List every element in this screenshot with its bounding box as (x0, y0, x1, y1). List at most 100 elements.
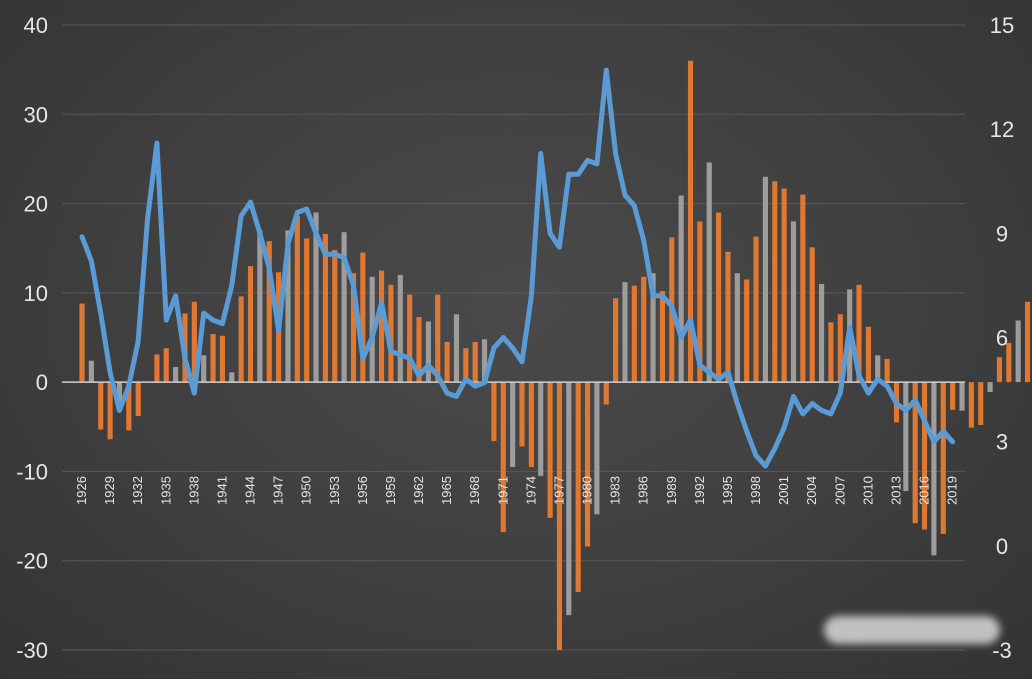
bar (210, 333, 216, 383)
x-tick-label: 1983 (608, 476, 623, 505)
line-series (79, 67, 956, 469)
bar (603, 382, 609, 405)
bar (687, 60, 694, 383)
bar (641, 276, 647, 383)
bar (781, 188, 787, 383)
bar (266, 241, 272, 383)
bar (706, 162, 712, 383)
bar (341, 232, 347, 383)
x-tick-label: 1971 (495, 476, 510, 505)
bar (322, 233, 328, 383)
bar (884, 358, 890, 383)
bar (472, 341, 478, 383)
x-tick-label: 1947 (271, 476, 286, 505)
x-tick-label: 2016 (917, 476, 932, 505)
bar (154, 354, 160, 383)
bar (481, 339, 488, 383)
bar (407, 294, 413, 383)
bar (126, 382, 132, 431)
left-tick-label: 40 (24, 13, 48, 38)
bar (613, 298, 619, 383)
bar (463, 348, 469, 383)
bar (1015, 320, 1021, 383)
left-tick-label: -10 (16, 459, 48, 484)
bar (285, 230, 291, 383)
bar (491, 382, 497, 442)
bar (538, 382, 544, 476)
bar (594, 382, 600, 515)
bar (978, 382, 984, 425)
right-tick-label: -3 (992, 638, 1012, 663)
bar (903, 382, 909, 492)
bar (912, 382, 918, 524)
bar (547, 382, 553, 518)
x-tick-label: 1992 (692, 476, 707, 505)
x-tick-label: 2004 (804, 476, 819, 505)
bar (697, 221, 703, 383)
bar (762, 176, 768, 383)
bar (772, 181, 778, 383)
x-tick-label: 2007 (832, 476, 847, 505)
bar (397, 275, 403, 383)
bar (510, 382, 516, 467)
bar (940, 382, 946, 534)
bar (425, 321, 431, 383)
bar (931, 382, 937, 556)
bar (809, 247, 815, 383)
left-tick-label: -20 (16, 549, 48, 574)
bar (500, 382, 506, 533)
x-tick-label: 1977 (551, 476, 566, 505)
bar (519, 382, 525, 447)
bar (379, 270, 385, 383)
bar (800, 194, 806, 383)
bar (247, 266, 254, 383)
x-tick-label: 1956 (355, 476, 370, 505)
bar (360, 252, 366, 383)
bar (584, 382, 591, 547)
line-path (79, 67, 956, 469)
x-tick-label: 1980 (580, 476, 595, 505)
bar (98, 382, 104, 430)
bar (856, 284, 862, 383)
bar (257, 230, 263, 383)
bar (790, 221, 797, 383)
x-tick-label: 1941 (214, 476, 229, 505)
x-tick-label: 1929 (102, 476, 117, 505)
bar (865, 326, 871, 383)
x-tick-label: 1965 (439, 476, 454, 505)
x-tick-label: 1974 (523, 476, 538, 505)
bar-series (79, 60, 1031, 650)
bar (819, 283, 825, 383)
x-tick-label: 1968 (467, 476, 482, 505)
left-tick-label: -30 (16, 638, 48, 663)
x-tick-label: 1959 (383, 476, 398, 505)
bar (566, 382, 572, 616)
gridlines (62, 24, 965, 651)
x-tick-label: 1998 (748, 476, 763, 505)
bar (313, 212, 319, 383)
bar (968, 382, 974, 428)
bar (734, 273, 740, 383)
bar (950, 382, 956, 410)
x-tick-label: 2001 (776, 476, 791, 505)
left-tick-label: 0 (36, 370, 48, 395)
bar (678, 195, 684, 383)
bar (556, 382, 563, 650)
bar (753, 236, 759, 383)
x-tick-label: 2010 (860, 476, 875, 505)
bar (416, 316, 422, 383)
bar (453, 314, 460, 383)
right-tick-label: 6 (996, 326, 1008, 351)
x-tick-label: 1995 (720, 476, 735, 505)
x-tick-label: 1935 (158, 476, 173, 505)
x-axis-tick-labels: 1926 1929 1932 1935 1938 1941 1944 1947 1950 1953… (74, 476, 960, 505)
x-tick-label: 1926 (74, 476, 89, 505)
bar (219, 335, 225, 383)
bar (435, 294, 441, 383)
left-axis-tick-labels: 40 30 20 10 0 -10 -20 -30 (16, 13, 48, 663)
bar (173, 366, 179, 383)
x-tick-label: 1938 (186, 476, 201, 505)
bar (304, 238, 310, 383)
bar (350, 273, 357, 383)
